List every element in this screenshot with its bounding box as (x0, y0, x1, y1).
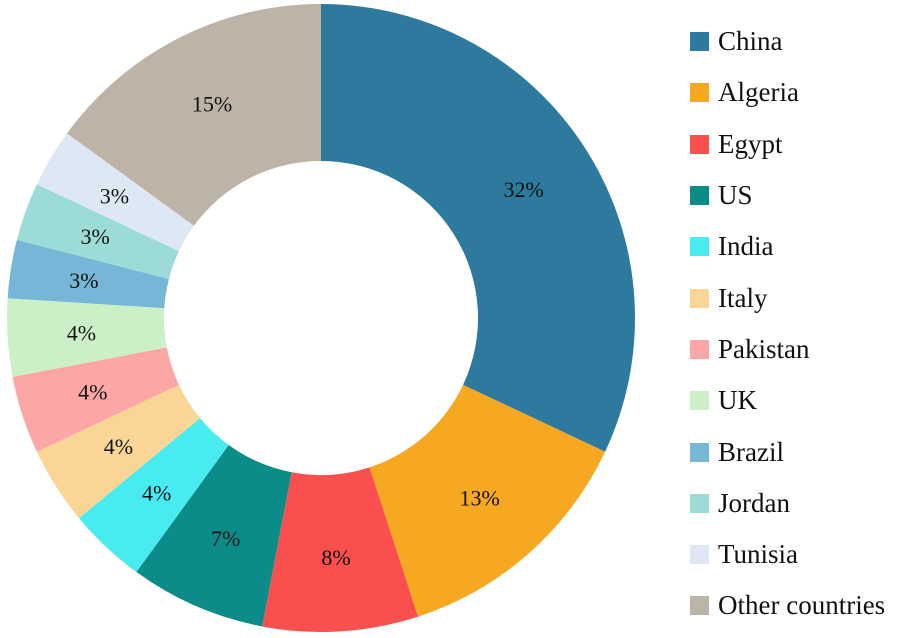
legend-label: China (718, 26, 783, 57)
legend-label: Tunisia (718, 539, 799, 570)
slice-algeria (369, 384, 606, 617)
legend-item-india: India (690, 221, 924, 272)
legend-label: Egypt (718, 128, 783, 159)
legend-item-china: China (690, 16, 924, 67)
legend-swatch (690, 391, 709, 411)
slice-label-jordan: 3% (81, 224, 110, 249)
legend-swatch (690, 545, 709, 565)
slice-pakistan (12, 347, 179, 452)
legend-swatch (690, 442, 709, 462)
legend-label: Jordan (718, 487, 790, 518)
slice-label-algeria: 13% (460, 486, 500, 511)
slice-italy (36, 384, 201, 519)
legend-label: Other countries (718, 590, 886, 621)
legend-swatch (690, 83, 709, 103)
slice-tunisia (36, 133, 194, 252)
slice-other-countries (66, 3, 322, 226)
legend-swatch (690, 134, 709, 154)
legend-swatch (690, 237, 709, 257)
legend-label: Algeria (718, 77, 799, 108)
legend-label: Italy (718, 282, 768, 313)
legend-swatch (690, 596, 709, 616)
legend: China Algeria Egypt US India Italy Pakistan UK B… (690, 16, 924, 632)
legend-swatch (690, 493, 709, 513)
slice-label-us: 7% (211, 526, 240, 551)
slice-label-uk: 4% (67, 321, 96, 346)
slice-label-china: 32% (503, 177, 543, 202)
legend-label: UK (718, 385, 757, 416)
legend-item-italy: Italy (690, 272, 924, 323)
slice-india (79, 418, 229, 573)
slice-brazil (7, 239, 169, 309)
legend-swatch (690, 32, 709, 52)
legend-label: India (718, 231, 774, 262)
legend-item-algeria: Algeria (690, 67, 924, 118)
slice-us (136, 445, 292, 627)
slice-china (321, 4, 636, 452)
slice-label-other-countries: 15% (192, 92, 232, 117)
legend-swatch (690, 186, 709, 206)
legend-swatch (690, 288, 709, 308)
legend-item-brazil: Brazil (690, 426, 924, 477)
legend-item-uk: UK (690, 375, 924, 426)
slice-label-india: 4% (142, 480, 171, 505)
legend-swatch (690, 339, 709, 359)
slice-label-brazil: 3% (69, 268, 98, 293)
slice-uk (6, 298, 167, 377)
legend-label: Brazil (718, 436, 784, 467)
slice-label-egypt: 8% (321, 545, 350, 570)
legend-label: US (718, 180, 753, 211)
legend-item-egypt: Egypt (690, 119, 924, 170)
slice-jordan (16, 184, 179, 279)
legend-item-tunisia: Tunisia (690, 529, 924, 580)
legend-item-pakistan: Pakistan (690, 324, 924, 375)
slice-label-italy: 4% (104, 434, 133, 459)
legend-item-other-countries: Other countries (690, 580, 924, 631)
slice-label-pakistan: 4% (78, 380, 107, 405)
slice-label-tunisia: 3% (100, 183, 129, 208)
legend-item-us: US (690, 170, 924, 221)
legend-item-jordan: Jordan (690, 478, 924, 529)
legend-label: Pakistan (718, 333, 810, 364)
slice-egypt (262, 467, 419, 633)
